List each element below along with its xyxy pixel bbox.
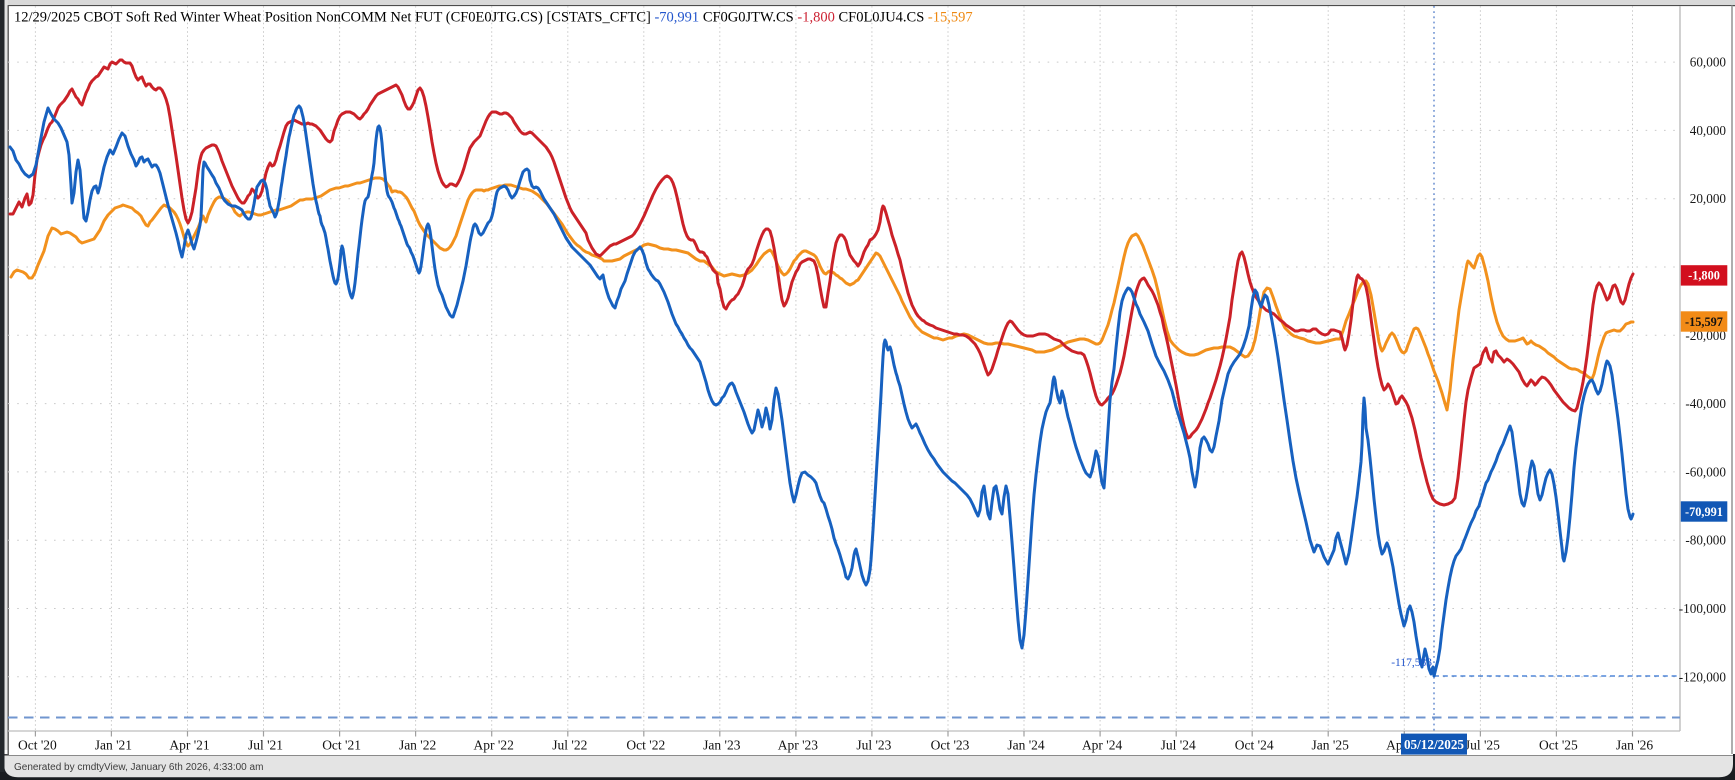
- svg-text:-100,000: -100,000: [1679, 601, 1727, 616]
- svg-text:-117,583: -117,583: [1391, 657, 1432, 669]
- svg-text:Apr '23: Apr '23: [778, 738, 819, 753]
- svg-text:Oct '20: Oct '20: [18, 738, 57, 753]
- svg-text:Oct '23: Oct '23: [931, 738, 970, 753]
- svg-text:Apr '24: Apr '24: [1082, 738, 1123, 753]
- svg-text:Jul '21: Jul '21: [248, 738, 283, 753]
- svg-text:-80,000: -80,000: [1685, 533, 1726, 548]
- svg-text:Jan '22: Jan '22: [399, 738, 436, 753]
- svg-text:Apr '22: Apr '22: [474, 738, 514, 753]
- svg-text:-70,991: -70,991: [1685, 505, 1723, 519]
- svg-text:05/12/2025: 05/12/2025: [1404, 737, 1464, 752]
- svg-text:Jul '23: Jul '23: [856, 738, 891, 753]
- svg-text:-60,000: -60,000: [1685, 464, 1726, 479]
- svg-text:Jan '21: Jan '21: [95, 738, 132, 753]
- svg-text:Oct '24: Oct '24: [1235, 738, 1274, 753]
- svg-text:Generated by cmdtyView, Januar: Generated by cmdtyView, January 6th 2026…: [14, 762, 263, 773]
- svg-text:-1,800: -1,800: [1688, 269, 1720, 283]
- svg-text:Jan '26: Jan '26: [1616, 738, 1654, 753]
- svg-text:Oct '25: Oct '25: [1539, 738, 1578, 753]
- svg-text:Jul '24: Jul '24: [1161, 738, 1196, 753]
- svg-text:40,000: 40,000: [1690, 123, 1727, 138]
- svg-text:Oct '21: Oct '21: [322, 738, 361, 753]
- svg-text:Apr '21: Apr '21: [169, 738, 209, 753]
- svg-text:Jan '25: Jan '25: [1312, 738, 1350, 753]
- svg-text:Jul '22: Jul '22: [552, 738, 587, 753]
- svg-text:60,000: 60,000: [1690, 55, 1727, 70]
- svg-text:Jul '25: Jul '25: [1465, 738, 1500, 753]
- svg-text:12/29/2025 CBOT Soft Red Winte: 12/29/2025 CBOT Soft Red Winter Wheat Po…: [14, 10, 973, 26]
- svg-text:-120,000: -120,000: [1679, 669, 1727, 684]
- svg-text:-40,000: -40,000: [1685, 396, 1726, 411]
- svg-text:20,000: 20,000: [1690, 191, 1727, 206]
- svg-text:Jan '24: Jan '24: [1007, 738, 1045, 753]
- svg-text:Jan '23: Jan '23: [703, 738, 741, 753]
- svg-text:Oct '22: Oct '22: [626, 738, 665, 753]
- svg-text:-15,597: -15,597: [1685, 315, 1723, 329]
